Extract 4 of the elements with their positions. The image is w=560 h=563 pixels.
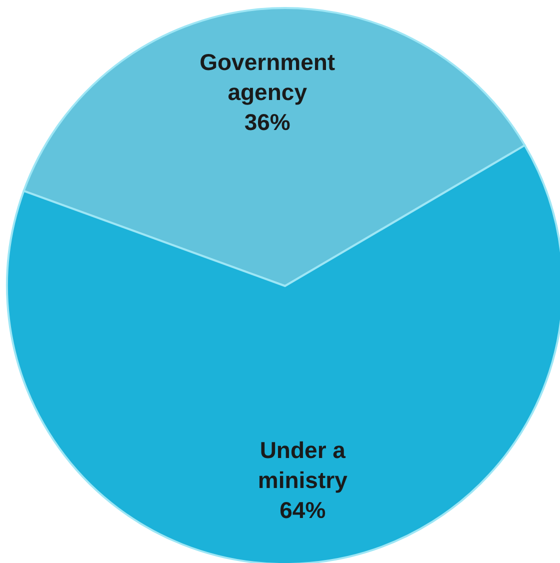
data-label: 36% [244,109,290,136]
slice-label: Under a ministry [258,436,348,493]
slice-label: Government agency [200,49,336,106]
data-label: 64% [280,496,326,523]
